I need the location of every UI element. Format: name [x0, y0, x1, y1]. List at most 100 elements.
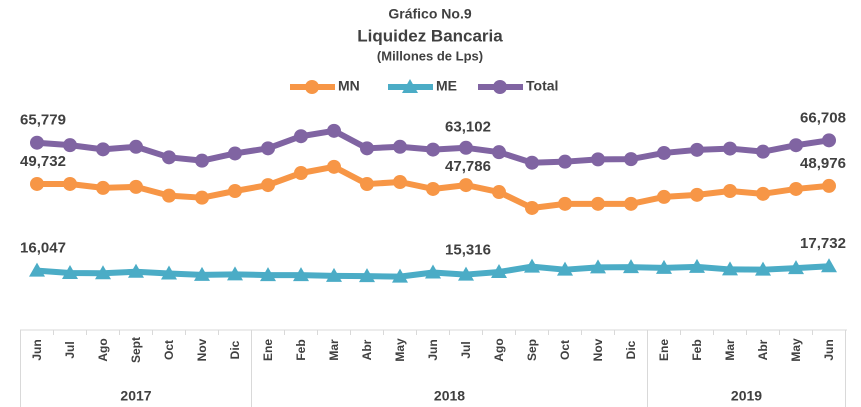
marker	[63, 138, 77, 153]
marker	[62, 265, 78, 280]
marker	[525, 155, 539, 170]
marker	[492, 185, 506, 200]
marker	[459, 140, 473, 155]
marker	[128, 263, 144, 278]
value-label: 63,102	[445, 119, 491, 136]
legend-label: Total	[526, 78, 558, 94]
value-label: 15,316	[445, 241, 491, 258]
marker	[624, 152, 638, 167]
marker	[822, 178, 836, 193]
marker	[96, 180, 110, 195]
marker	[425, 264, 441, 279]
x-tick-label: Mar	[723, 339, 737, 361]
x-tick-label: Dic	[228, 340, 242, 359]
marker	[161, 265, 177, 280]
x-tick-label: Jun	[426, 339, 440, 360]
marker	[95, 265, 111, 280]
value-label: 16,047	[20, 240, 66, 257]
marker	[690, 187, 704, 202]
x-tick-label: Abr	[360, 339, 374, 360]
x-tick-label: Feb	[690, 339, 704, 360]
x-tick-label: May	[789, 338, 803, 362]
marker	[657, 189, 671, 204]
marker	[30, 176, 44, 191]
marker	[195, 190, 209, 205]
marker	[393, 139, 407, 154]
marker	[624, 196, 638, 211]
marker	[723, 141, 737, 156]
marker	[360, 177, 374, 192]
marker	[491, 264, 507, 278]
marker	[260, 267, 276, 282]
value-label: 47,786	[445, 158, 491, 175]
x-tick-label: Jul	[459, 341, 473, 358]
marker	[525, 200, 539, 215]
value-label: 48,976	[800, 155, 846, 172]
marker	[162, 150, 176, 165]
marker	[96, 142, 110, 157]
marker	[493, 80, 507, 94]
marker	[129, 139, 143, 154]
chart-subtitle: Liquidez Bancaria	[357, 26, 503, 45]
marker	[228, 146, 242, 161]
x-tick-label: Mar	[327, 339, 341, 361]
x-tick-label: Sep	[525, 339, 539, 361]
x-tick-label: Nov	[591, 338, 605, 361]
marker	[591, 196, 605, 211]
marker	[524, 258, 540, 273]
value-label: 66,708	[800, 109, 846, 126]
x-tick-label: Oct	[558, 340, 572, 360]
x-tick-label: Dic	[624, 340, 638, 359]
marker	[689, 258, 705, 273]
value-label: 17,732	[800, 235, 846, 252]
marker	[392, 268, 408, 283]
x-tick-label: Ene	[657, 339, 671, 361]
marker	[293, 267, 309, 282]
marker	[63, 176, 77, 191]
x-tick-label: May	[393, 338, 407, 362]
marker	[227, 266, 243, 281]
marker	[591, 152, 605, 167]
marker	[623, 259, 639, 274]
marker	[656, 259, 672, 274]
marker	[722, 261, 738, 276]
marker	[690, 142, 704, 157]
x-tick-label: Ago	[492, 338, 506, 361]
marker	[195, 153, 209, 168]
marker	[29, 262, 45, 277]
marker	[294, 129, 308, 144]
marker	[162, 188, 176, 203]
legend-label: ME	[436, 78, 457, 94]
marker	[822, 133, 836, 148]
x-tick-label: Jun	[822, 339, 836, 360]
marker	[657, 145, 671, 160]
marker	[261, 178, 275, 193]
x-tick-label: Ene	[261, 339, 275, 361]
marker	[492, 145, 506, 160]
x-tick-label: Oct	[162, 340, 176, 360]
x-tick-label: Abr	[756, 339, 770, 360]
legend-label: MN	[338, 78, 360, 94]
marker	[129, 179, 143, 194]
x-tick-label: Jul	[63, 341, 77, 358]
marker	[458, 266, 474, 281]
marker	[557, 261, 573, 276]
marker	[305, 80, 319, 94]
marker	[789, 138, 803, 153]
marker	[261, 141, 275, 156]
marker	[755, 261, 771, 276]
marker	[459, 178, 473, 193]
marker	[393, 175, 407, 189]
x-tick-label: Feb	[294, 339, 308, 360]
units-label: (Millones de Lps)	[377, 48, 483, 63]
value-label: 65,779	[20, 112, 66, 129]
marker	[756, 186, 770, 201]
x-tick-label: Ago	[96, 338, 110, 361]
marker	[30, 135, 44, 150]
marker	[359, 268, 375, 283]
marker	[326, 267, 342, 282]
marker	[294, 166, 308, 180]
x-tick-label: Nov	[195, 338, 209, 361]
marker	[558, 154, 572, 169]
